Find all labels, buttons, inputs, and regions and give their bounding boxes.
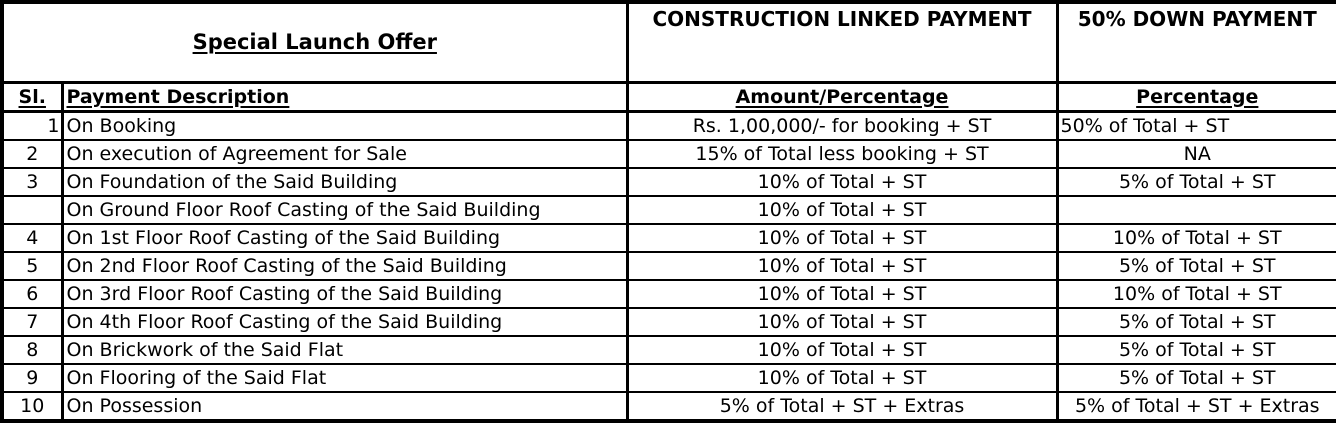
special-launch-offer-cell: Special Launch Offer — [0, 1, 629, 84]
percentage-cell: 5% of Total + ST — [1055, 250, 1336, 281]
percentage-cell: 5% of Total + ST — [1055, 166, 1336, 197]
description-cell: On Possession — [60, 390, 629, 422]
table-row: 1 On Booking Rs. 1,00,000/- for booking … — [0, 110, 1336, 141]
amount-cell: 10% of Total + ST — [625, 334, 1059, 365]
description-cell: On Brickwork of the Said Flat — [60, 334, 629, 365]
description-cell: On Booking — [60, 110, 629, 141]
table-row: 2 On execution of Agreement for Sale 15%… — [0, 138, 1336, 169]
amount-cell: 15% of Total less booking + ST — [625, 138, 1059, 169]
percentage-cell: 5% of Total + ST — [1055, 306, 1336, 337]
sl-column-header: Sl. — [0, 80, 64, 113]
table-row: 8 On Brickwork of the Said Flat 10% of T… — [0, 334, 1336, 365]
percentage-column-header: Percentage — [1055, 80, 1336, 113]
description-cell: On Ground Floor Roof Casting of the Said… — [60, 194, 629, 225]
percentage-cell: 50% of Total + ST — [1055, 110, 1336, 141]
amount-percentage-column-header: Amount/Percentage — [625, 80, 1059, 113]
amount-cell: 10% of Total + ST — [625, 194, 1059, 225]
percentage-cell: 5% of Total + ST — [1055, 362, 1336, 393]
table-row: 5 On 2nd Floor Roof Casting of the Said … — [0, 250, 1336, 281]
amount-cell: 10% of Total + ST — [625, 250, 1059, 281]
percentage-cell: 5% of Total + ST + Extras — [1055, 390, 1336, 422]
sl-cell: 2 — [0, 138, 64, 169]
special-launch-offer-title: Special Launch Offer — [192, 29, 437, 54]
description-cell: On 3rd Floor Roof Casting of the Said Bu… — [60, 278, 629, 309]
amount-cell: 10% of Total + ST — [625, 166, 1059, 197]
sl-cell — [0, 194, 64, 225]
percentage-cell: 10% of Total + ST — [1055, 278, 1336, 309]
table-row: 7 On 4th Floor Roof Casting of the Said … — [0, 306, 1336, 337]
amount-cell: 10% of Total + ST — [625, 278, 1059, 309]
table-row: 4 On 1st Floor Roof Casting of the Said … — [0, 222, 1336, 253]
sl-cell: 9 — [0, 362, 64, 393]
table-row: On Ground Floor Roof Casting of the Said… — [0, 194, 1336, 225]
table-row: 6 On 3rd Floor Roof Casting of the Said … — [0, 278, 1336, 309]
down-payment-header: 50% DOWN PAYMENT — [1055, 1, 1336, 84]
percentage-cell: 5% of Total + ST — [1055, 334, 1336, 365]
sl-cell: 5 — [0, 250, 64, 281]
description-cell: On 4th Floor Roof Casting of the Said Bu… — [60, 306, 629, 337]
sl-cell: 10 — [0, 390, 64, 422]
description-cell: On 1st Floor Roof Casting of the Said Bu… — [60, 222, 629, 253]
sl-cell: 7 — [0, 306, 64, 337]
amount-cell: 5% of Total + ST + Extras — [625, 390, 1059, 422]
description-cell: On 2nd Floor Roof Casting of the Said Bu… — [60, 250, 629, 281]
sl-cell: 1 — [0, 110, 64, 141]
amount-cell: 10% of Total + ST — [625, 306, 1059, 337]
construction-linked-payment-header: CONSTRUCTION LINKED PAYMENT — [625, 1, 1059, 84]
amount-cell: Rs. 1,00,000/- for booking + ST — [625, 110, 1059, 141]
amount-cell: 10% of Total + ST — [625, 362, 1059, 393]
plan-header-row: Special Launch Offer CONSTRUCTION LINKED… — [0, 1, 1336, 84]
sl-cell: 8 — [0, 334, 64, 365]
percentage-cell: NA — [1055, 138, 1336, 169]
description-cell: On execution of Agreement for Sale — [60, 138, 629, 169]
percentage-cell — [1055, 194, 1336, 225]
description-cell: On Flooring of the Said Flat — [60, 362, 629, 393]
column-header-row: Sl. Payment Description Amount/Percentag… — [0, 80, 1336, 113]
description-cell: On Foundation of the Said Building — [60, 166, 629, 197]
sl-cell: 3 — [0, 166, 64, 197]
payment-description-column-header: Payment Description — [60, 80, 629, 113]
table-row: 9 On Flooring of the Said Flat 10% of To… — [0, 362, 1336, 393]
sl-cell: 6 — [0, 278, 64, 309]
table-row: 10 On Possession 5% of Total + ST + Extr… — [0, 390, 1336, 422]
sl-cell: 4 — [0, 222, 64, 253]
table-row: 3 On Foundation of the Said Building 10%… — [0, 166, 1336, 197]
amount-cell: 10% of Total + ST — [625, 222, 1059, 253]
percentage-cell: 10% of Total + ST — [1055, 222, 1336, 253]
